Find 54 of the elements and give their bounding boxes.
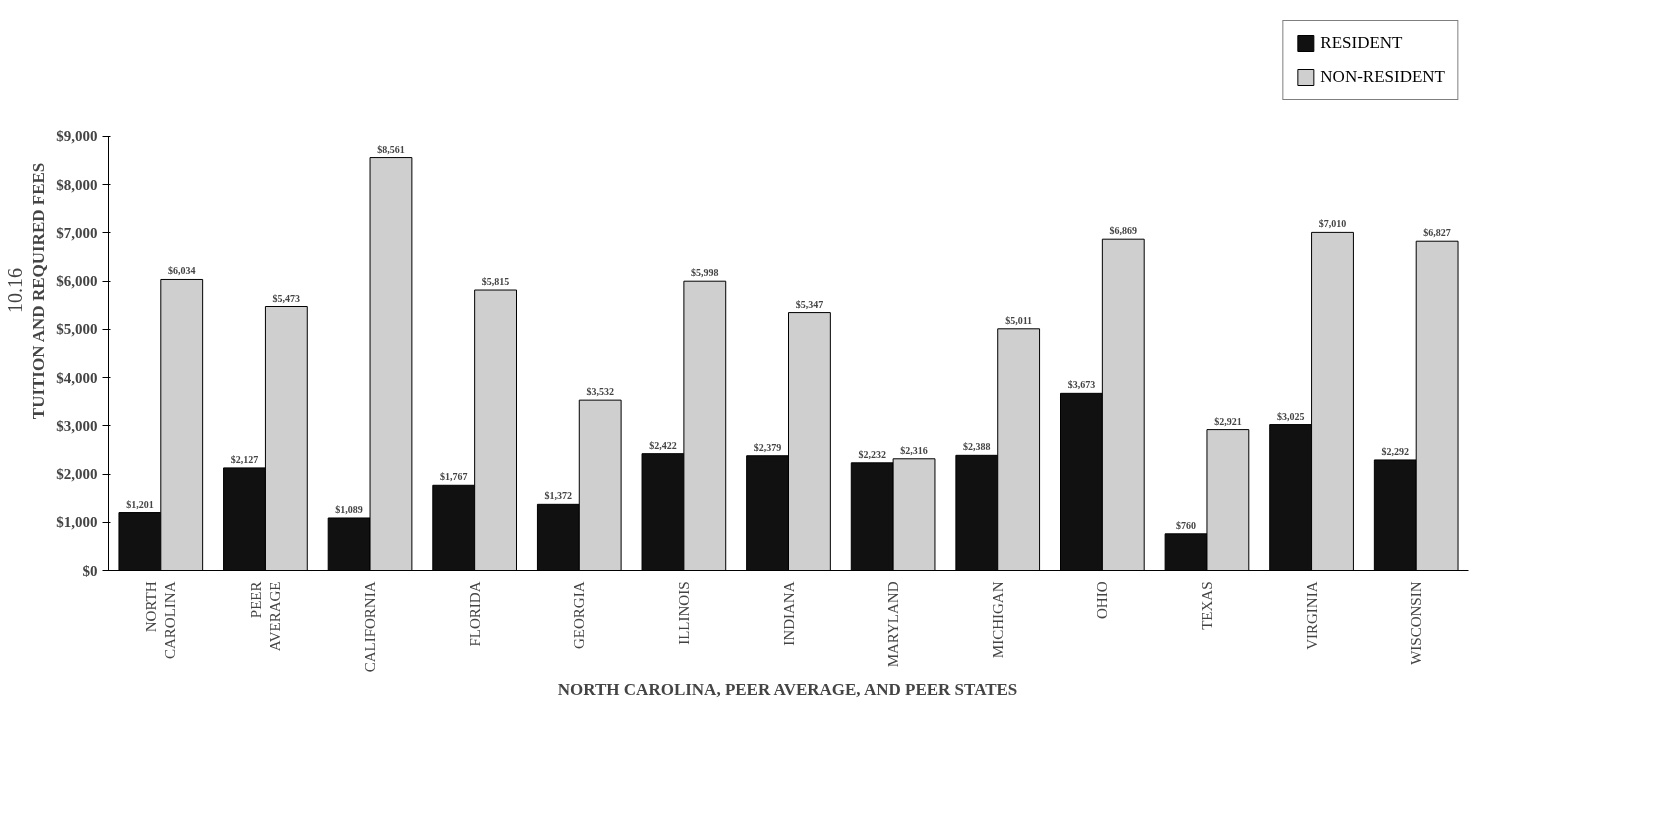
x-tick-label: OHIO [1094, 581, 1111, 619]
y-tick-label: $4,000 [56, 369, 98, 386]
x-tick-label: CALIFORNIA [362, 581, 379, 673]
data-label: $3,532 [586, 386, 614, 398]
y-tick-label: $3,000 [56, 417, 98, 434]
data-label: $1,201 [126, 498, 154, 510]
data-label: $7,010 [1318, 218, 1347, 230]
data-label: $1,089 [335, 503, 363, 515]
data-label: $5,473 [272, 292, 301, 304]
x-tick-label: FLORIDA [466, 581, 483, 647]
legend-label: NON-RESIDENT [1320, 67, 1445, 87]
y-tick-label: $6,000 [56, 273, 98, 290]
legend-label: RESIDENT [1320, 33, 1403, 53]
y-tick-label: $9,000 [56, 128, 98, 145]
x-tick-label: MICHIGAN [989, 581, 1006, 659]
data-label: $5,011 [1005, 314, 1033, 326]
data-label: $5,347 [795, 298, 824, 310]
data-label: $6,827 [1423, 227, 1451, 239]
y-tick-label: $0 [82, 562, 98, 579]
y-tick-label: $1,000 [56, 514, 98, 531]
x-tick-label: INDIANA [780, 581, 797, 646]
y-tick-label: $7,000 [56, 224, 98, 241]
x-tick-label: GEORGIA [571, 581, 588, 649]
y-tick-label: $2,000 [56, 466, 98, 483]
data-label: $3,025 [1276, 410, 1305, 422]
x-tick-label: TEXAS [1198, 581, 1215, 630]
y-tick-label: $5,000 [56, 321, 98, 338]
data-label: $2,232 [858, 448, 886, 460]
x-axis-title: NORTH CAROLINA, PEER AVERAGE, AND PEER STATES [557, 680, 1018, 700]
data-label: $3,673 [1067, 379, 1096, 391]
data-label: $1,767 [439, 471, 468, 483]
data-label: $2,379 [753, 441, 782, 453]
data-label: $8,561 [377, 143, 405, 155]
data-label: $6,034 [167, 265, 196, 277]
text: 10.16 [3, 268, 26, 313]
data-label: $6,869 [1109, 225, 1138, 237]
y-tick-label: $8,000 [56, 176, 98, 193]
data-label: $2,388 [963, 441, 991, 453]
data-label: $2,316 [900, 444, 928, 456]
x-tick-label: PEER AVERAGE [247, 581, 284, 652]
x-tick-label: VIRGINIA [1303, 581, 1320, 650]
data-label: $2,292 [1381, 445, 1410, 457]
data-label: $2,422 [649, 439, 677, 451]
x-tick-label: NORTH CAROLINA [143, 581, 179, 659]
data-label: $1,372 [544, 490, 573, 502]
data-label: $5,815 [481, 276, 510, 288]
data-label: $5,998 [691, 267, 719, 279]
x-tick-label: MARYLAND [885, 581, 902, 668]
y-axis-title: TUITION AND REQUIRED FEES [29, 162, 49, 420]
data-label: $2,921 [1214, 415, 1242, 427]
data-label: $760 [1176, 519, 1197, 531]
x-tick-label: WISCONSIN [1408, 581, 1425, 665]
x-tick-label: ILLINOIS [675, 581, 692, 645]
data-label: $2,127 [230, 453, 259, 465]
